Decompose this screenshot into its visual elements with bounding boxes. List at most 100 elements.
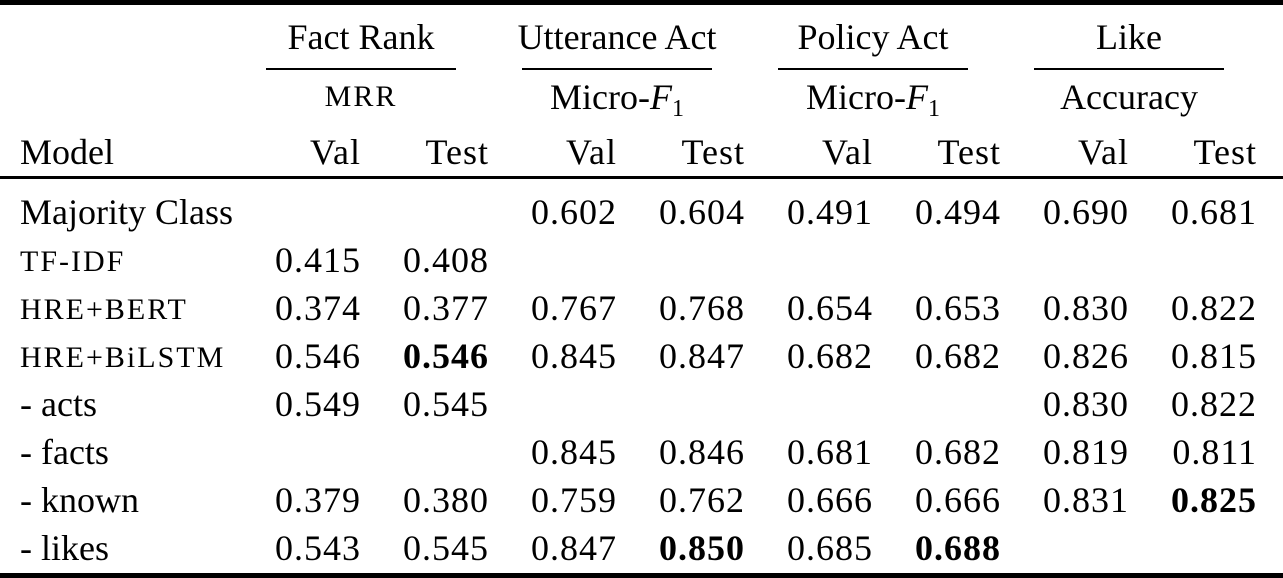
value-cell: 0.415 — [275, 240, 361, 281]
col-header-val: Val — [233, 130, 361, 179]
row-pad — [1257, 381, 1283, 429]
value-cell — [1129, 237, 1257, 285]
value-cell — [233, 179, 361, 237]
value-cell: 0.822 — [1171, 384, 1258, 425]
value-cell — [1001, 525, 1130, 578]
value-cell: 0.681 — [1171, 192, 1258, 233]
value-cell: 0.767 — [531, 288, 618, 329]
metric-accuracy: Accuracy — [1060, 76, 1198, 117]
value-cell: 0.826 — [1043, 336, 1130, 377]
model-column-header: Model — [0, 130, 233, 179]
value-cell: 0.850 — [617, 525, 746, 578]
model-cell: - known — [20, 480, 139, 521]
group-underline — [778, 68, 969, 70]
value-cell: 0.374 — [275, 288, 361, 329]
row-pad — [1257, 525, 1283, 578]
value-cell: 0.681 — [787, 432, 874, 473]
table-row: - likes 0.543 0.545 0.847 0.850 0.685 0.… — [0, 525, 1283, 578]
value-cell — [873, 381, 1001, 429]
model-cell: - likes — [0, 525, 233, 578]
value-cell — [873, 237, 1001, 285]
group-label-like: Like — [1096, 17, 1162, 58]
group-underline — [522, 68, 713, 70]
group-header-pad — [1257, 0, 1283, 70]
value-cell: 0.688 — [873, 525, 1002, 578]
value-cell: 0.690 — [1043, 192, 1130, 233]
value-cell: 0.545 — [403, 384, 490, 425]
value-cell: 0.831 — [1043, 480, 1130, 521]
group-policy-act: Policy Act — [745, 0, 1002, 70]
model-cell: - acts — [20, 384, 97, 425]
group-header-spacer — [0, 0, 233, 70]
group-underline — [266, 68, 457, 70]
metric-pad — [1257, 70, 1283, 130]
value-cell — [1001, 237, 1129, 285]
value-cell: 0.543 — [233, 525, 361, 578]
col-header-test: Test — [361, 130, 490, 179]
metric-spacer — [0, 70, 233, 130]
value-cell — [745, 237, 873, 285]
value-cell: 0.377 — [403, 288, 490, 329]
group-label-fact-rank: Fact Rank — [287, 17, 435, 58]
value-cell: 0.380 — [403, 480, 490, 521]
metric-micro-f1-utterance: Micro-F1 — [550, 76, 684, 122]
value-cell: 0.830 — [1043, 288, 1130, 329]
value-cell: 0.682 — [915, 432, 1002, 473]
metric-row: MRR Micro-F1 Micro-F1 Accuracy — [0, 70, 1283, 130]
value-cell: 0.815 — [1171, 336, 1258, 377]
table-row: - acts 0.549 0.545 0.830 0.822 — [0, 381, 1283, 429]
group-label-utterance-act: Utterance Act — [517, 17, 717, 58]
metric-mrr: MRR — [324, 80, 398, 114]
model-cell: TF-IDF — [20, 244, 126, 278]
value-cell: 0.762 — [659, 480, 746, 521]
value-cell — [745, 381, 873, 429]
model-cell: HRE+BERT — [20, 292, 188, 326]
value-cell: 0.845 — [531, 336, 618, 377]
value-cell: 0.546 — [275, 336, 361, 377]
group-like: Like — [1001, 0, 1258, 70]
value-cell: 0.811 — [1172, 432, 1258, 473]
value-cell: 0.604 — [659, 192, 746, 233]
value-cell: 0.545 — [361, 525, 490, 578]
row-pad — [1257, 333, 1283, 381]
value-cell: 0.408 — [403, 240, 490, 281]
row-pad — [1257, 429, 1283, 477]
value-cell — [489, 237, 617, 285]
table-row: Majority Class 0.602 0.604 0.491 0.494 0… — [0, 179, 1283, 237]
row-pad — [1257, 237, 1283, 285]
col-header-pad — [1257, 130, 1283, 179]
col-header-test: Test — [873, 130, 1002, 179]
col-header-val: Val — [745, 130, 874, 179]
value-cell — [361, 179, 489, 237]
metric-micro-f1-policy: Micro-F1 — [806, 76, 940, 122]
value-cell: 0.549 — [275, 384, 361, 425]
model-cell: Majority Class — [20, 192, 233, 233]
value-cell: 0.846 — [659, 432, 746, 473]
value-cell: 0.759 — [531, 480, 618, 521]
col-header-val: Val — [489, 130, 618, 179]
value-cell: 0.666 — [787, 480, 874, 521]
table-row: TF-IDF 0.415 0.408 — [0, 237, 1283, 285]
value-cell: 0.666 — [915, 480, 1002, 521]
value-cell: 0.825 — [1171, 480, 1258, 521]
value-cell: 0.822 — [1171, 288, 1258, 329]
col-header-val: Val — [1001, 130, 1130, 179]
model-cell: HRE+BiLSTM — [20, 340, 226, 374]
value-cell: 0.847 — [489, 525, 618, 578]
value-cell: 0.602 — [531, 192, 618, 233]
value-cell: 0.830 — [1043, 384, 1130, 425]
group-underline — [1034, 68, 1225, 70]
value-cell: 0.682 — [787, 336, 874, 377]
value-cell: 0.682 — [915, 336, 1002, 377]
value-cell: 0.685 — [745, 525, 874, 578]
value-cell: 0.845 — [531, 432, 618, 473]
group-header-row: Fact Rank Utterance Act Policy Act Like — [0, 0, 1283, 70]
value-cell — [617, 237, 745, 285]
value-cell — [489, 381, 617, 429]
value-cell: 0.546 — [403, 336, 490, 377]
group-fact-rank: Fact Rank — [233, 0, 490, 70]
value-cell: 0.494 — [915, 192, 1002, 233]
value-cell: 0.379 — [275, 480, 361, 521]
